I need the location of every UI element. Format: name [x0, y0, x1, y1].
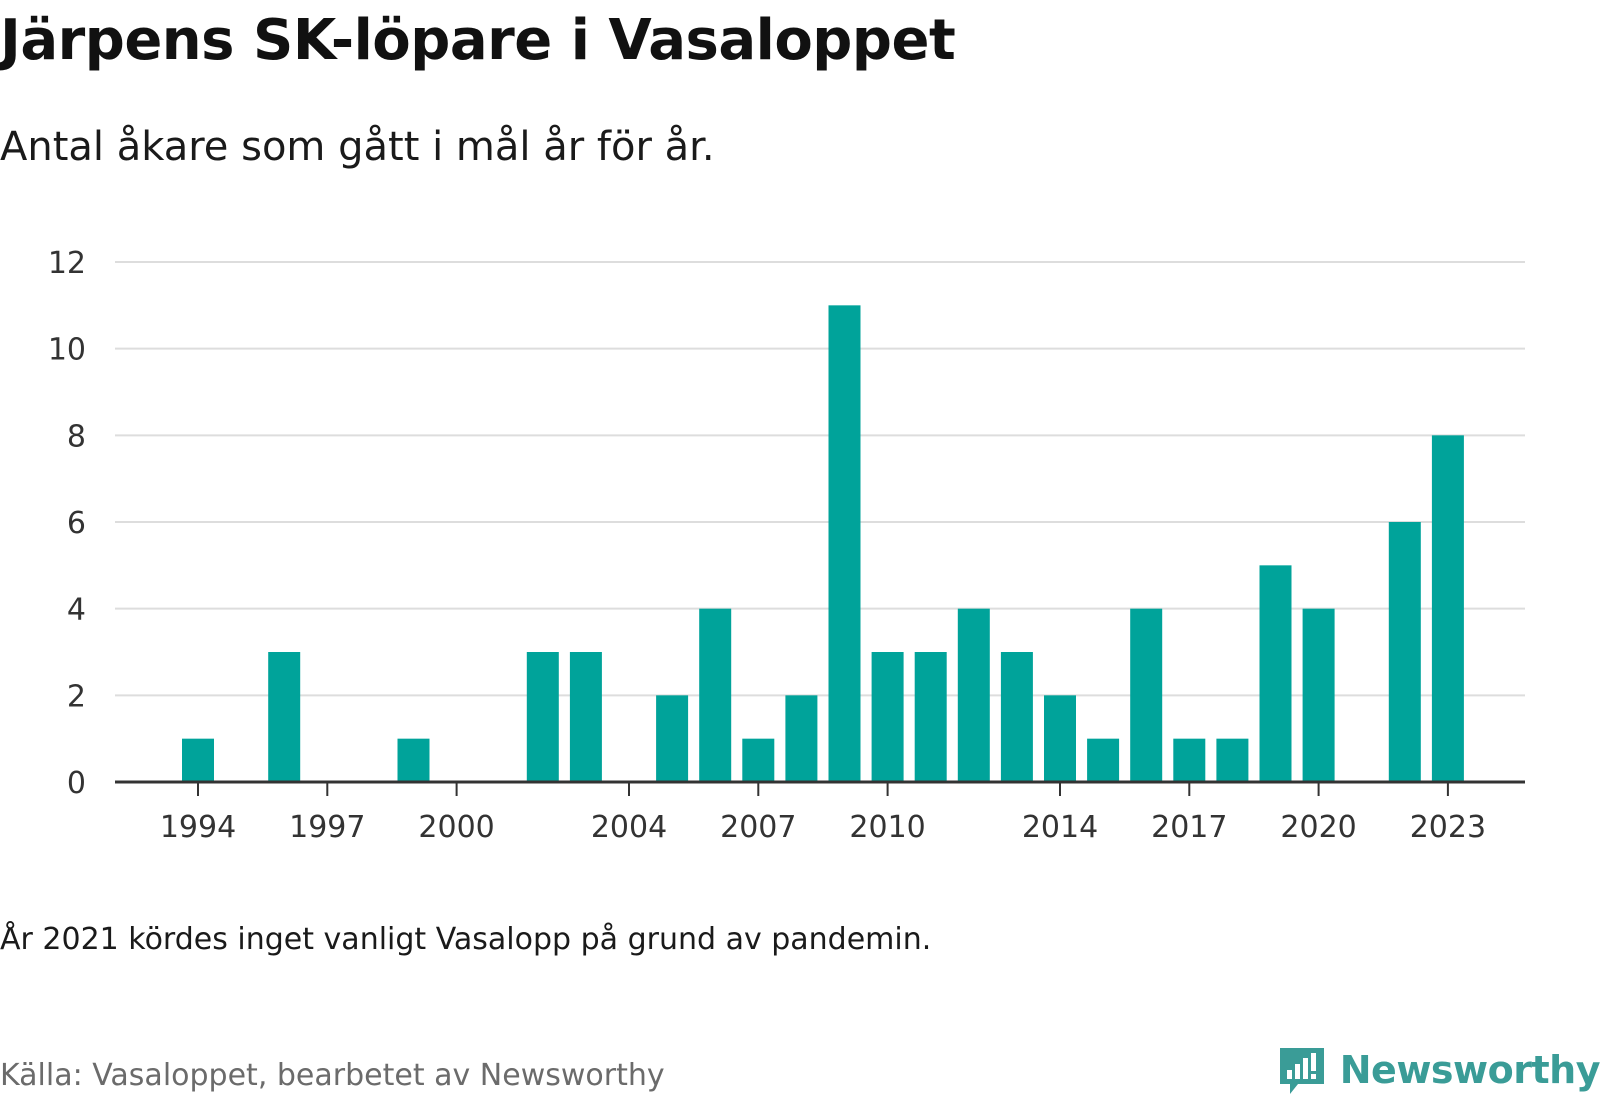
x-tick-label: 2023: [1410, 810, 1486, 845]
y-tick-label: 8: [67, 419, 86, 454]
x-axis-ticks: 1994 1997 2000 2004 2007 2010 2014 2017 2020 2023: [160, 782, 1486, 845]
newsworthy-logo: Newsworthy: [1276, 1040, 1600, 1100]
y-tick-label: 6: [67, 506, 86, 541]
bar-1999: [397, 738, 430, 782]
bar-2007: [742, 738, 775, 782]
newsworthy-logo-text: Newsworthy: [1339, 1048, 1600, 1092]
bar-2017: [1173, 738, 1206, 782]
x-tick-label: 2010: [849, 810, 925, 845]
bar-1996: [268, 652, 301, 782]
bar-2002: [526, 652, 559, 782]
y-tick-label: 2: [67, 679, 86, 714]
y-tick-label: 12: [48, 246, 86, 281]
bar-2013: [1000, 652, 1033, 782]
bar-2006: [699, 608, 732, 782]
bar-2020: [1302, 608, 1335, 782]
bar-chart: 0 2 4 6 8 10 12 1994 1997 2000 2004 2007 2010 2014 20…: [48, 246, 1525, 845]
bar-2019: [1259, 565, 1292, 782]
bar-2008: [785, 695, 818, 782]
x-tick-label: 2007: [720, 810, 796, 845]
bar-2015: [1087, 738, 1120, 782]
y-axis-ticks: 0 2 4 6 8 10 12: [48, 246, 86, 801]
bar-2012: [957, 608, 990, 782]
x-tick-label: 2017: [1151, 810, 1227, 845]
source-text: Källa: Vasaloppet, bearbetet av Newswort…: [0, 1058, 665, 1093]
bar-2016: [1130, 608, 1163, 782]
newsworthy-logo-icon: [1279, 1048, 1324, 1094]
chart-title: Järpens SK-löpare i Vasaloppet: [0, 8, 956, 73]
chart-subtitle: Antal åkare som gått i mål år för år.: [0, 124, 715, 170]
bar-1994: [182, 738, 214, 782]
bar-2003: [569, 652, 602, 782]
bar-2010: [871, 652, 904, 782]
x-tick-label: 2020: [1280, 810, 1356, 845]
x-tick-label: 2014: [1022, 810, 1098, 845]
bar-2014: [1044, 695, 1076, 782]
x-tick-label: 1997: [289, 810, 365, 845]
bar-2023: [1431, 435, 1464, 782]
x-tick-label: 1994: [160, 810, 236, 845]
y-tick-label: 10: [48, 333, 86, 368]
bars: [182, 305, 1464, 782]
bar-2011: [914, 652, 947, 782]
x-tick-label: 2004: [591, 810, 667, 845]
bar-2005: [656, 695, 689, 782]
bar-2009: [828, 305, 861, 782]
bar-2018: [1216, 738, 1249, 782]
footnote: År 2021 kördes inget vanligt Vasalopp på…: [0, 922, 932, 957]
y-tick-label: 0: [67, 766, 86, 801]
y-tick-label: 4: [67, 593, 86, 628]
bar-2022: [1388, 522, 1421, 782]
x-tick-label: 2000: [418, 810, 494, 845]
